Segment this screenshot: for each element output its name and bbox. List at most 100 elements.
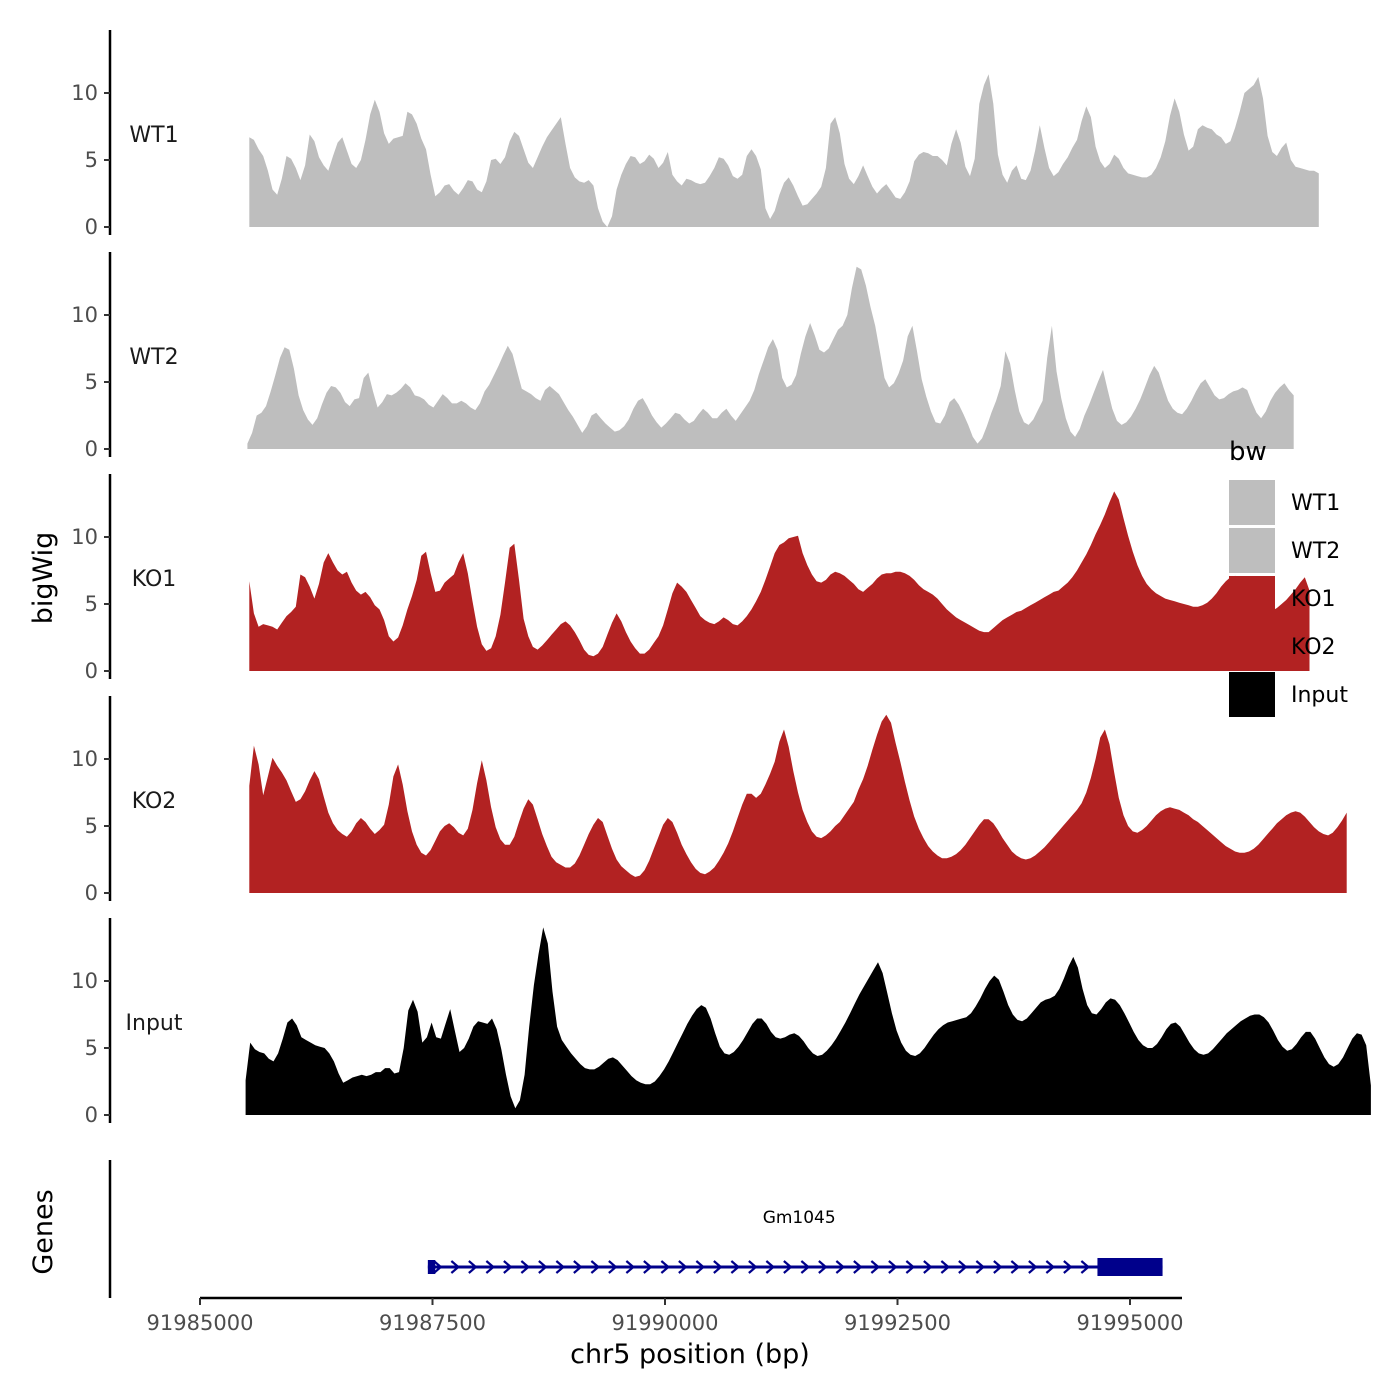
- strand-arrow: [485, 1260, 496, 1274]
- gene-label: Gm1045: [763, 1208, 836, 1228]
- strand-arrow: [660, 1260, 671, 1274]
- strand-arrow: [888, 1260, 898, 1274]
- gene-exon: [427, 1260, 436, 1274]
- strand-arrow: [870, 1260, 881, 1274]
- legend-swatch: [1229, 672, 1275, 717]
- y-tick-label: 0: [85, 215, 98, 239]
- strand-arrow: [905, 1260, 916, 1274]
- y-tick-label: 5: [85, 1036, 98, 1060]
- strand-arrow: [923, 1260, 933, 1274]
- y-tick-label: 0: [85, 1103, 98, 1127]
- x-tick-label: 91992500: [844, 1311, 951, 1335]
- strand-arrow: [625, 1260, 636, 1274]
- strand-arrow: [713, 1260, 723, 1274]
- x-tick-label: 91985000: [147, 1311, 254, 1335]
- y-tick-label: 0: [85, 881, 98, 905]
- area-wt2: [247, 266, 1294, 449]
- strand-arrow: [1045, 1260, 1056, 1274]
- strand-arrow: [1010, 1260, 1021, 1274]
- genes-panel: Gm1045: [108, 1160, 1163, 1298]
- track-label-ko1: KO1: [132, 567, 177, 592]
- strand-arrow: [748, 1260, 758, 1274]
- legend-label: Input: [1291, 683, 1348, 708]
- strand-arrow: [1080, 1260, 1091, 1274]
- track-label-wt1: WT1: [129, 123, 178, 148]
- x-tick-label: 91990000: [612, 1311, 719, 1335]
- x-tick-label: 91995000: [1077, 1311, 1184, 1335]
- strand-arrow: [853, 1260, 863, 1274]
- legend-entry-wt1: WT1: [1229, 480, 1340, 525]
- y-tick-label: 10: [71, 525, 98, 549]
- x-tick-label: 91987500: [379, 1311, 486, 1335]
- y-tick-label: 5: [85, 370, 98, 394]
- y-tick-label: 5: [85, 148, 98, 172]
- strand-arrow: [975, 1260, 986, 1274]
- area-ko2: [249, 714, 1347, 893]
- legend-label: KO1: [1291, 587, 1336, 612]
- track-panel-input: 0 5 10 Input: [71, 918, 1371, 1127]
- legend-entry-wt2: WT2: [1229, 528, 1340, 573]
- strand-arrow: [765, 1260, 776, 1274]
- strand-arrow: [818, 1260, 828, 1274]
- area-ko1: [249, 491, 1310, 671]
- genes-axis-title: Genes: [28, 1189, 59, 1274]
- strand-arrow: [1063, 1260, 1073, 1274]
- strand-arrow: [678, 1260, 688, 1274]
- strand-arrow: [643, 1260, 653, 1274]
- y-axis-title: bigWig: [28, 532, 59, 625]
- y-tick-label: 5: [85, 592, 98, 616]
- y-tick-label: 0: [85, 437, 98, 461]
- track-label-ko2: KO2: [132, 789, 177, 814]
- legend-entry-ko1: KO1: [1229, 576, 1336, 621]
- legend-entry-input: Input: [1229, 672, 1348, 717]
- legend-swatch: [1229, 480, 1275, 525]
- strand-arrow: [783, 1260, 793, 1274]
- area-wt1: [249, 74, 1319, 227]
- strand-arrow: [608, 1260, 618, 1274]
- strand-arrow: [573, 1260, 583, 1274]
- x-axis-title: chr5 position (bp): [570, 1339, 810, 1370]
- y-tick-label: 10: [71, 303, 98, 327]
- track-panel-ko1: 0 5 10 KO1: [71, 474, 1310, 683]
- strand-arrow: [1028, 1260, 1038, 1274]
- y-tick-label: 10: [71, 81, 98, 105]
- y-tick-label: 5: [85, 814, 98, 838]
- track-panels: 0 5 10 WT1 0 5 10 WT2 0 5 10 KO1 0 5 10 KO2 0 5 10 Input: [71, 30, 1371, 1127]
- strand-arrow: [520, 1260, 531, 1274]
- strand-arrow: [730, 1260, 741, 1274]
- track-panel-wt1: 0 5 10 WT1: [71, 30, 1319, 239]
- legend-entry-ko2: KO2: [1229, 624, 1336, 669]
- strand-arrow: [835, 1260, 846, 1274]
- area-input: [245, 927, 1371, 1115]
- gene-exon: [1097, 1258, 1163, 1276]
- track-label-input: Input: [126, 1011, 183, 1036]
- strand-arrow: [468, 1260, 478, 1274]
- strand-arrow: [555, 1260, 566, 1274]
- strand-arrow: [800, 1260, 811, 1274]
- y-tick-label: 10: [71, 747, 98, 771]
- strand-arrow: [538, 1260, 548, 1274]
- x-axis: 91985000 91987500 91990000 91992500 91995000: [147, 1296, 1184, 1335]
- strand-arrow: [590, 1260, 601, 1274]
- track-panel-wt2: 0 5 10 WT2: [71, 252, 1294, 461]
- strand-arrow: [450, 1260, 461, 1274]
- legend-label: WT1: [1291, 491, 1340, 516]
- track-label-wt2: WT2: [129, 345, 178, 370]
- strand-arrow: [433, 1260, 443, 1274]
- strand-arrow: [695, 1260, 706, 1274]
- y-tick-label: 0: [85, 659, 98, 683]
- y-tick-label: 10: [71, 969, 98, 993]
- strand-arrow: [940, 1260, 951, 1274]
- legend-swatch: [1229, 576, 1275, 621]
- track-panel-ko2: 0 5 10 KO2: [71, 696, 1347, 905]
- strand-arrow: [993, 1260, 1003, 1274]
- legend-title: bw: [1229, 437, 1267, 467]
- strand-arrow: [958, 1260, 968, 1274]
- legend-label: KO2: [1291, 635, 1336, 660]
- legend-label: WT2: [1291, 539, 1340, 564]
- strand-arrow: [503, 1260, 513, 1274]
- legend-swatch: [1229, 528, 1275, 573]
- legend: bw WT1 WT2 KO1 KO2 Input: [1229, 437, 1348, 717]
- legend-swatch: [1229, 624, 1275, 669]
